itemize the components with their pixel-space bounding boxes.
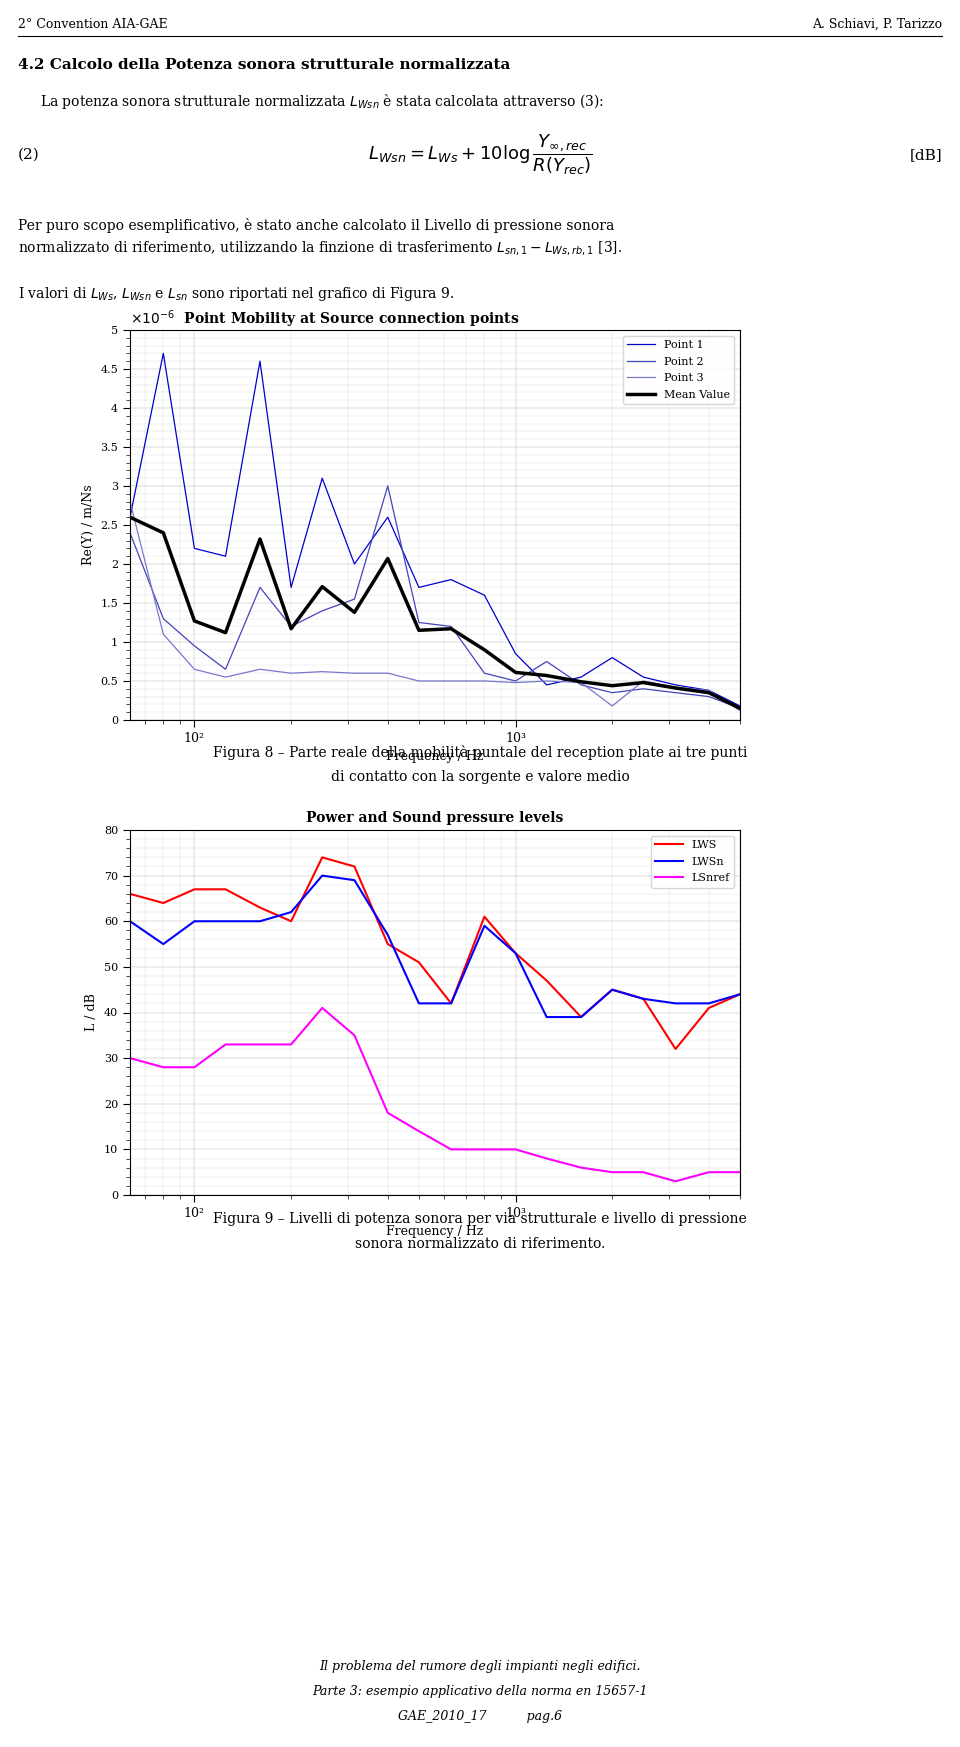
X-axis label: Frequency / Hz: Frequency / Hz <box>386 1225 484 1239</box>
Text: 4.2 Calcolo della Potenza sonora strutturale normalizzata: 4.2 Calcolo della Potenza sonora struttu… <box>18 58 511 72</box>
Y-axis label: L / dB: L / dB <box>85 994 98 1031</box>
Text: La potenza sonora strutturale normalizzata $L_{Wsn}$ è stata calcolata attravers: La potenza sonora strutturale normalizza… <box>40 93 604 112</box>
Text: di contatto con la sorgente e valore medio: di contatto con la sorgente e valore med… <box>330 770 630 784</box>
Text: Il problema del rumore degli impianti negli edifici.: Il problema del rumore degli impianti ne… <box>320 1660 640 1674</box>
Text: [dB]: [dB] <box>909 148 942 162</box>
Text: A. Schiavi, P. Tarizzo: A. Schiavi, P. Tarizzo <box>812 17 942 31</box>
Text: GAE_2010_17          pag.6: GAE_2010_17 pag.6 <box>398 1710 562 1723</box>
Text: Figura 8 – Parte reale della mobilità puntale del reception plate ai tre punti: Figura 8 – Parte reale della mobilità pu… <box>213 744 747 760</box>
Text: Figura 9 – Livelli di potenza sonora per via strutturale e livello di pressione: Figura 9 – Livelli di potenza sonora per… <box>213 1212 747 1226</box>
Text: sonora normalizzato di riferimento.: sonora normalizzato di riferimento. <box>355 1237 605 1251</box>
Legend: Point 1, Point 2, Point 3, Mean Value: Point 1, Point 2, Point 3, Mean Value <box>623 335 734 405</box>
Text: $\times 10^{-6}$  Point Mobility at Source connection points: $\times 10^{-6}$ Point Mobility at Sourc… <box>130 309 519 330</box>
Text: 2° Convention AIA-GAE: 2° Convention AIA-GAE <box>18 17 168 31</box>
Y-axis label: Re(Y) / m/Ns: Re(Y) / m/Ns <box>82 484 95 566</box>
Text: I valori di $L_{Ws}$, $L_{Wsn}$ e $L_{sn}$ sono riportati nel grafico di Figura : I valori di $L_{Ws}$, $L_{Wsn}$ e $L_{sn… <box>18 285 454 302</box>
Title: Power and Sound pressure levels: Power and Sound pressure levels <box>306 811 564 825</box>
Text: Per puro scopo esemplificativo, è stato anche calcolato il Livello di pressione : Per puro scopo esemplificativo, è stato … <box>18 218 622 257</box>
Legend: LWS, LWSn, LSnref: LWS, LWSn, LSnref <box>651 835 734 887</box>
Text: $L_{Wsn} = L_{Ws} + 10\log\dfrac{Y_{\infty,rec}}{R(Y_{rec})}$: $L_{Wsn} = L_{Ws} + 10\log\dfrac{Y_{\inf… <box>368 133 592 176</box>
X-axis label: Frequency / Hz: Frequency / Hz <box>386 751 484 763</box>
Text: Parte 3: esempio applicativo della norma en 15657-1: Parte 3: esempio applicativo della norma… <box>312 1686 648 1698</box>
Text: (2): (2) <box>18 148 39 162</box>
